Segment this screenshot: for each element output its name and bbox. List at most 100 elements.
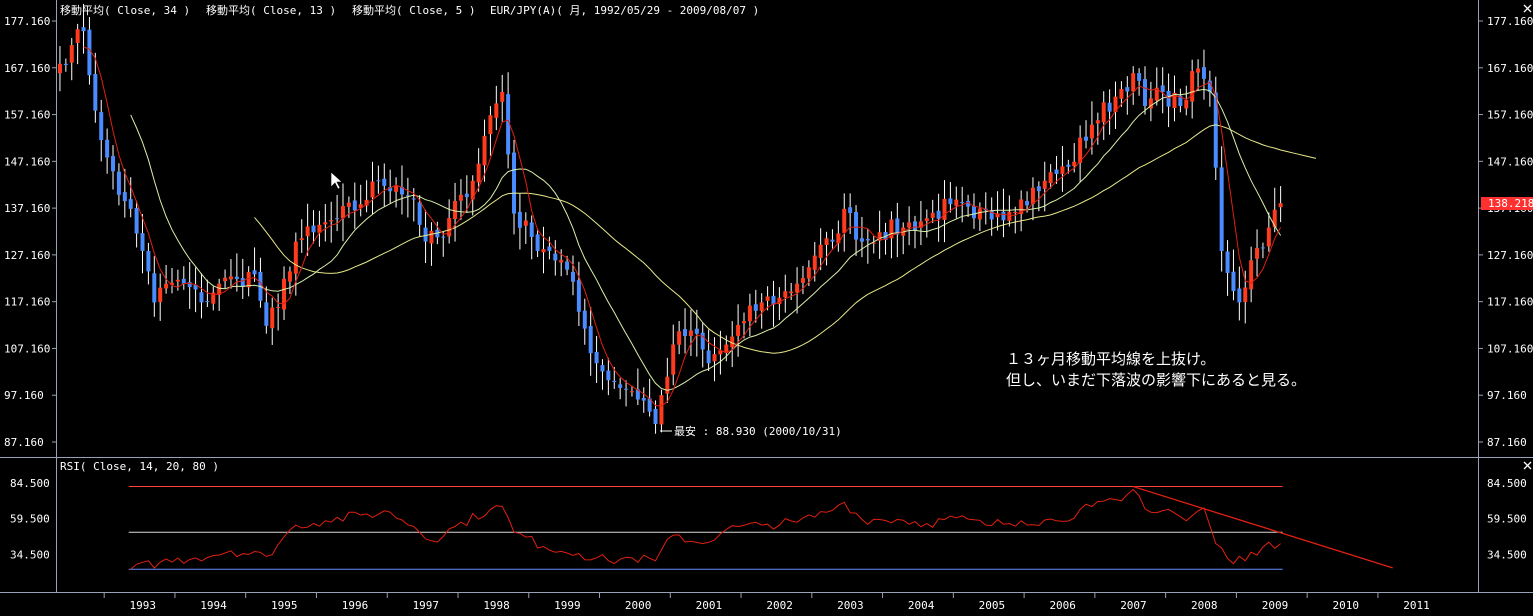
candle-up [346, 202, 351, 207]
candle-up [1101, 102, 1106, 123]
last-price-badge [1481, 197, 1533, 210]
rsi-tick-right: 59.500 [1487, 513, 1527, 526]
candle-up [747, 305, 752, 322]
candle-down [105, 139, 110, 158]
candle-up [523, 220, 528, 226]
rsi-tick-right: 34.500 [1487, 548, 1527, 561]
candle-up [246, 272, 251, 288]
candle-down [547, 246, 552, 251]
comment-line-2: 但し、いまだ下落波の影響下にあると見る。 [1006, 371, 1306, 389]
candle-up [836, 233, 841, 244]
candle-down [405, 195, 410, 197]
candle-down [199, 292, 204, 303]
candle-up [470, 180, 475, 200]
candle-up [370, 181, 375, 198]
last-price-text: 138.218 [1488, 197, 1533, 210]
candle-up [665, 376, 670, 394]
candle-down [989, 210, 994, 220]
candle-up [1131, 73, 1136, 92]
candle-down [352, 200, 357, 211]
candle-up [1190, 71, 1195, 102]
candle-down [417, 202, 422, 225]
candle-down [635, 389, 640, 400]
time-tick: 2000 [625, 599, 652, 612]
candle-up [299, 238, 304, 241]
rsi-header: RSI( Close, 14, 20, 80 ) [60, 460, 219, 473]
candle-down [512, 152, 517, 214]
time-tick: 1998 [483, 599, 510, 612]
candle-down [535, 234, 540, 251]
candle-down [134, 208, 139, 234]
candle-up [323, 222, 328, 225]
candle-down [588, 325, 593, 354]
candle-down [1066, 164, 1071, 167]
candle-up [1078, 137, 1083, 163]
rsi-panel-close-icon[interactable] [1523, 461, 1532, 470]
candle-up [364, 199, 369, 206]
price-tick-left: 137.160 [4, 202, 50, 215]
candle-up [795, 283, 800, 293]
candle-up [629, 391, 634, 393]
candle-down [1219, 167, 1224, 251]
candle-up [358, 204, 363, 208]
symbol-label: EUR/JPY(A)( 月, 1992/05/29 - 2009/08/07 ) [490, 4, 759, 17]
candle-up [1266, 227, 1271, 247]
candle-up [918, 221, 923, 228]
candle-up [718, 350, 723, 355]
ma13-line [130, 88, 1282, 391]
candle-up [759, 302, 764, 311]
time-tick: 2005 [979, 599, 1006, 612]
time-tick: 1994 [200, 599, 227, 612]
candle-down [411, 198, 416, 200]
candle-up [724, 344, 729, 353]
candle-up [1255, 248, 1260, 259]
price-tick-left: 107.160 [4, 342, 50, 355]
candle-up [447, 218, 452, 237]
panel-close-icon[interactable] [1523, 4, 1532, 13]
candle-up [494, 103, 499, 118]
price-axis: 177.160 177.160 167.160 167.160 157.160 157.1… [4, 15, 1533, 449]
ma34-legend: 移動平均( Close, 34 ) [60, 3, 190, 17]
candle-down [854, 212, 859, 240]
candle-up [559, 259, 564, 263]
candle-up [1042, 180, 1047, 189]
time-tick: 1999 [554, 599, 581, 612]
rsi-tick-left: 34.500 [10, 548, 50, 561]
candle-down [140, 233, 145, 251]
candle-down [612, 380, 617, 382]
candle-down [1084, 136, 1089, 141]
candle-down [1213, 92, 1218, 168]
candle-down [753, 304, 758, 311]
candle-down [895, 218, 900, 235]
candle-up [228, 276, 233, 280]
candle-down [771, 295, 776, 305]
moving-averages-layer [83, 46, 1317, 407]
candle-up [995, 213, 1000, 218]
candle-up [659, 395, 664, 425]
candle-down [111, 156, 116, 172]
candle-up [476, 163, 481, 183]
candle-down [694, 328, 699, 334]
candle-down [1125, 87, 1130, 92]
candle-down [1231, 271, 1236, 292]
candle-down [600, 365, 605, 372]
candle-down [1054, 169, 1059, 175]
candle-down [335, 218, 340, 220]
candle-down [1201, 67, 1206, 79]
price-tick-left: 97.160 [4, 389, 44, 402]
price-tick-right: 97.160 [1487, 389, 1527, 402]
candle-up [977, 208, 982, 220]
rsi-line [130, 488, 1281, 570]
candle-down [441, 236, 446, 238]
price-tick-left: 147.160 [4, 155, 50, 168]
candle-up [1089, 124, 1094, 139]
candle-up [453, 200, 458, 220]
time-tick: 2006 [1049, 599, 1076, 612]
rsi-trend-line[interactable] [1133, 485, 1393, 569]
time-tick: 1996 [342, 599, 369, 612]
candle-up [175, 279, 180, 282]
candle-up [930, 212, 935, 218]
candle-up [287, 271, 292, 282]
candle-down [311, 225, 316, 233]
